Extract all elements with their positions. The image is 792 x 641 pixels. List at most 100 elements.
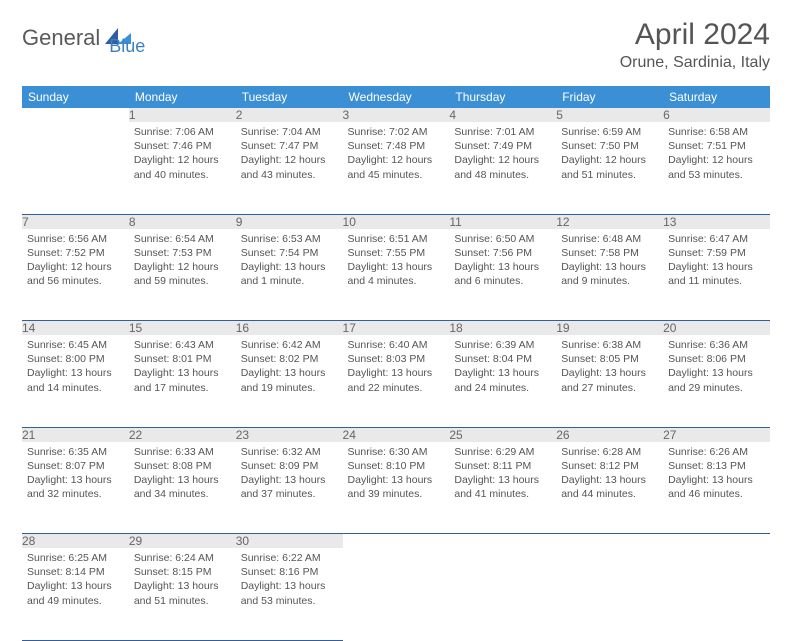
daylight-text: Daylight: 13 hours and 46 minutes. — [668, 473, 765, 501]
day-cell-body: Sunrise: 6:25 AMSunset: 8:14 PMDaylight:… — [22, 548, 129, 613]
sunrise-text: Sunrise: 6:40 AM — [348, 338, 445, 352]
sunrise-text: Sunrise: 6:54 AM — [134, 232, 231, 246]
day-number: 22 — [129, 427, 236, 442]
sunrise-text: Sunrise: 6:22 AM — [241, 551, 338, 565]
day-cell: Sunrise: 6:51 AMSunset: 7:55 PMDaylight:… — [343, 229, 450, 321]
day-number: 10 — [343, 214, 450, 229]
day-number: 17 — [343, 321, 450, 336]
sunrise-text: Sunrise: 6:30 AM — [348, 445, 445, 459]
weekday-header: Wednesday — [343, 86, 450, 108]
daylight-text: Daylight: 13 hours and 37 minutes. — [241, 473, 338, 501]
day-number: 3 — [343, 108, 450, 122]
day-cell: Sunrise: 6:54 AMSunset: 7:53 PMDaylight:… — [129, 229, 236, 321]
daylight-text: Daylight: 12 hours and 51 minutes. — [561, 153, 658, 181]
day-cell: Sunrise: 6:24 AMSunset: 8:15 PMDaylight:… — [129, 548, 236, 640]
day-cell: Sunrise: 6:47 AMSunset: 7:59 PMDaylight:… — [663, 229, 770, 321]
daylight-text: Daylight: 12 hours and 53 minutes. — [668, 153, 765, 181]
sunrise-text: Sunrise: 6:42 AM — [241, 338, 338, 352]
day-cell-body: Sunrise: 6:42 AMSunset: 8:02 PMDaylight:… — [236, 335, 343, 400]
day-cell-body: Sunrise: 7:04 AMSunset: 7:47 PMDaylight:… — [236, 122, 343, 187]
day-cell-body: Sunrise: 6:43 AMSunset: 8:01 PMDaylight:… — [129, 335, 236, 400]
day-cell-body: Sunrise: 6:29 AMSunset: 8:11 PMDaylight:… — [449, 442, 556, 507]
calendar-table: SundayMondayTuesdayWednesdayThursdayFrid… — [22, 86, 770, 641]
day-cell-body: Sunrise: 6:53 AMSunset: 7:54 PMDaylight:… — [236, 229, 343, 294]
header: General Blue April 2024 Orune, Sardinia,… — [22, 18, 770, 72]
daylight-text: Daylight: 13 hours and 6 minutes. — [454, 260, 551, 288]
day-number: 29 — [129, 534, 236, 549]
daylight-text: Daylight: 13 hours and 51 minutes. — [134, 579, 231, 607]
daynum-row: 78910111213 — [22, 214, 770, 229]
day-number: 28 — [22, 534, 129, 549]
day-number: 19 — [556, 321, 663, 336]
day-number: 4 — [449, 108, 556, 122]
day-cell-body: Sunrise: 6:24 AMSunset: 8:15 PMDaylight:… — [129, 548, 236, 613]
daylight-text: Daylight: 13 hours and 11 minutes. — [668, 260, 765, 288]
day-number: 23 — [236, 427, 343, 442]
day-number: 20 — [663, 321, 770, 336]
sunrise-text: Sunrise: 6:24 AM — [134, 551, 231, 565]
sunset-text: Sunset: 7:54 PM — [241, 246, 338, 260]
day-number: 26 — [556, 427, 663, 442]
daylight-text: Daylight: 13 hours and 27 minutes. — [561, 366, 658, 394]
daylight-text: Daylight: 13 hours and 32 minutes. — [27, 473, 124, 501]
sunrise-text: Sunrise: 6:58 AM — [668, 125, 765, 139]
day-cell-body: Sunrise: 6:40 AMSunset: 8:03 PMDaylight:… — [343, 335, 450, 400]
sunrise-text: Sunrise: 6:33 AM — [134, 445, 231, 459]
sunset-text: Sunset: 7:59 PM — [668, 246, 765, 260]
day-cell: Sunrise: 6:25 AMSunset: 8:14 PMDaylight:… — [22, 548, 129, 640]
week-row: Sunrise: 6:35 AMSunset: 8:07 PMDaylight:… — [22, 442, 770, 534]
sunrise-text: Sunrise: 6:47 AM — [668, 232, 765, 246]
sunset-text: Sunset: 8:06 PM — [668, 352, 765, 366]
daylight-text: Daylight: 13 hours and 41 minutes. — [454, 473, 551, 501]
sunrise-text: Sunrise: 6:48 AM — [561, 232, 658, 246]
day-number: 7 — [22, 214, 129, 229]
day-number: 27 — [663, 427, 770, 442]
sunset-text: Sunset: 7:52 PM — [27, 246, 124, 260]
daynum-row: 123456 — [22, 108, 770, 122]
sunset-text: Sunset: 7:56 PM — [454, 246, 551, 260]
day-cell: Sunrise: 6:26 AMSunset: 8:13 PMDaylight:… — [663, 442, 770, 534]
day-cell: Sunrise: 6:40 AMSunset: 8:03 PMDaylight:… — [343, 335, 450, 427]
day-cell-body: Sunrise: 6:22 AMSunset: 8:16 PMDaylight:… — [236, 548, 343, 613]
day-cell-body: Sunrise: 6:35 AMSunset: 8:07 PMDaylight:… — [22, 442, 129, 507]
day-number: 8 — [129, 214, 236, 229]
day-number — [663, 534, 770, 549]
daynum-row: 282930 — [22, 534, 770, 549]
title-block: April 2024 Orune, Sardinia, Italy — [620, 18, 770, 72]
sunset-text: Sunset: 8:15 PM — [134, 565, 231, 579]
day-cell: Sunrise: 6:59 AMSunset: 7:50 PMDaylight:… — [556, 122, 663, 214]
day-cell-body: Sunrise: 7:06 AMSunset: 7:46 PMDaylight:… — [129, 122, 236, 187]
week-row: Sunrise: 6:56 AMSunset: 7:52 PMDaylight:… — [22, 229, 770, 321]
day-cell: Sunrise: 7:02 AMSunset: 7:48 PMDaylight:… — [343, 122, 450, 214]
day-cell-body: Sunrise: 6:38 AMSunset: 8:05 PMDaylight:… — [556, 335, 663, 400]
sunset-text: Sunset: 8:00 PM — [27, 352, 124, 366]
sunrise-text: Sunrise: 6:50 AM — [454, 232, 551, 246]
daylight-text: Daylight: 12 hours and 56 minutes. — [27, 260, 124, 288]
day-number: 15 — [129, 321, 236, 336]
daylight-text: Daylight: 13 hours and 14 minutes. — [27, 366, 124, 394]
sunset-text: Sunset: 8:10 PM — [348, 459, 445, 473]
sunset-text: Sunset: 7:51 PM — [668, 139, 765, 153]
sunset-text: Sunset: 8:05 PM — [561, 352, 658, 366]
sunrise-text: Sunrise: 6:51 AM — [348, 232, 445, 246]
week-row: Sunrise: 6:25 AMSunset: 8:14 PMDaylight:… — [22, 548, 770, 640]
daynum-row: 14151617181920 — [22, 321, 770, 336]
day-cell: Sunrise: 6:48 AMSunset: 7:58 PMDaylight:… — [556, 229, 663, 321]
daylight-text: Daylight: 13 hours and 34 minutes. — [134, 473, 231, 501]
logo-text-general: General — [22, 25, 100, 51]
daylight-text: Daylight: 13 hours and 19 minutes. — [241, 366, 338, 394]
sunset-text: Sunset: 7:53 PM — [134, 246, 231, 260]
day-cell: Sunrise: 6:35 AMSunset: 8:07 PMDaylight:… — [22, 442, 129, 534]
day-cell-body: Sunrise: 7:01 AMSunset: 7:49 PMDaylight:… — [449, 122, 556, 187]
day-number — [343, 534, 450, 549]
day-cell: Sunrise: 6:58 AMSunset: 7:51 PMDaylight:… — [663, 122, 770, 214]
sunset-text: Sunset: 8:12 PM — [561, 459, 658, 473]
day-number: 12 — [556, 214, 663, 229]
sunrise-text: Sunrise: 7:04 AM — [241, 125, 338, 139]
day-cell-body: Sunrise: 6:47 AMSunset: 7:59 PMDaylight:… — [663, 229, 770, 294]
weekday-header-row: SundayMondayTuesdayWednesdayThursdayFrid… — [22, 86, 770, 108]
sunrise-text: Sunrise: 6:56 AM — [27, 232, 124, 246]
daylight-text: Daylight: 13 hours and 39 minutes. — [348, 473, 445, 501]
page-title: April 2024 — [620, 18, 770, 52]
sunrise-text: Sunrise: 6:43 AM — [134, 338, 231, 352]
